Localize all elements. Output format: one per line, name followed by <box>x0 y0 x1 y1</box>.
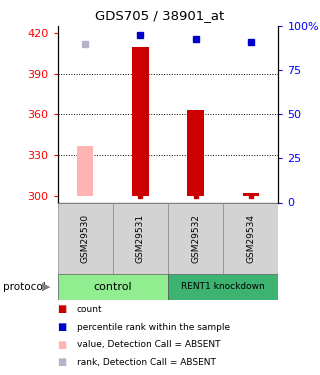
Text: rank, Detection Call = ABSENT: rank, Detection Call = ABSENT <box>77 358 216 367</box>
Text: GDS705 / 38901_at: GDS705 / 38901_at <box>95 9 225 22</box>
Text: ■: ■ <box>58 304 67 314</box>
Text: control: control <box>93 282 132 292</box>
Text: ■: ■ <box>58 322 67 332</box>
Text: ■: ■ <box>58 357 67 367</box>
Bar <box>223 202 278 274</box>
Text: protocol: protocol <box>3 282 46 292</box>
Text: GSM29530: GSM29530 <box>81 214 90 262</box>
Bar <box>168 202 223 274</box>
Text: value, Detection Call = ABSENT: value, Detection Call = ABSENT <box>77 340 220 349</box>
Bar <box>168 274 278 300</box>
Bar <box>77 146 93 196</box>
Text: GSM29532: GSM29532 <box>191 214 200 262</box>
Bar <box>113 202 168 274</box>
Text: ▶: ▶ <box>42 282 50 292</box>
Bar <box>58 274 168 300</box>
Bar <box>243 193 259 196</box>
Text: GSM29531: GSM29531 <box>136 214 145 262</box>
Text: GSM29534: GSM29534 <box>246 214 255 262</box>
Bar <box>58 202 113 274</box>
Text: percentile rank within the sample: percentile rank within the sample <box>77 322 230 332</box>
Text: ■: ■ <box>58 340 67 350</box>
Text: count: count <box>77 305 102 314</box>
Bar <box>187 110 204 196</box>
Bar <box>132 46 149 196</box>
Text: RENT1 knockdown: RENT1 knockdown <box>181 282 265 291</box>
